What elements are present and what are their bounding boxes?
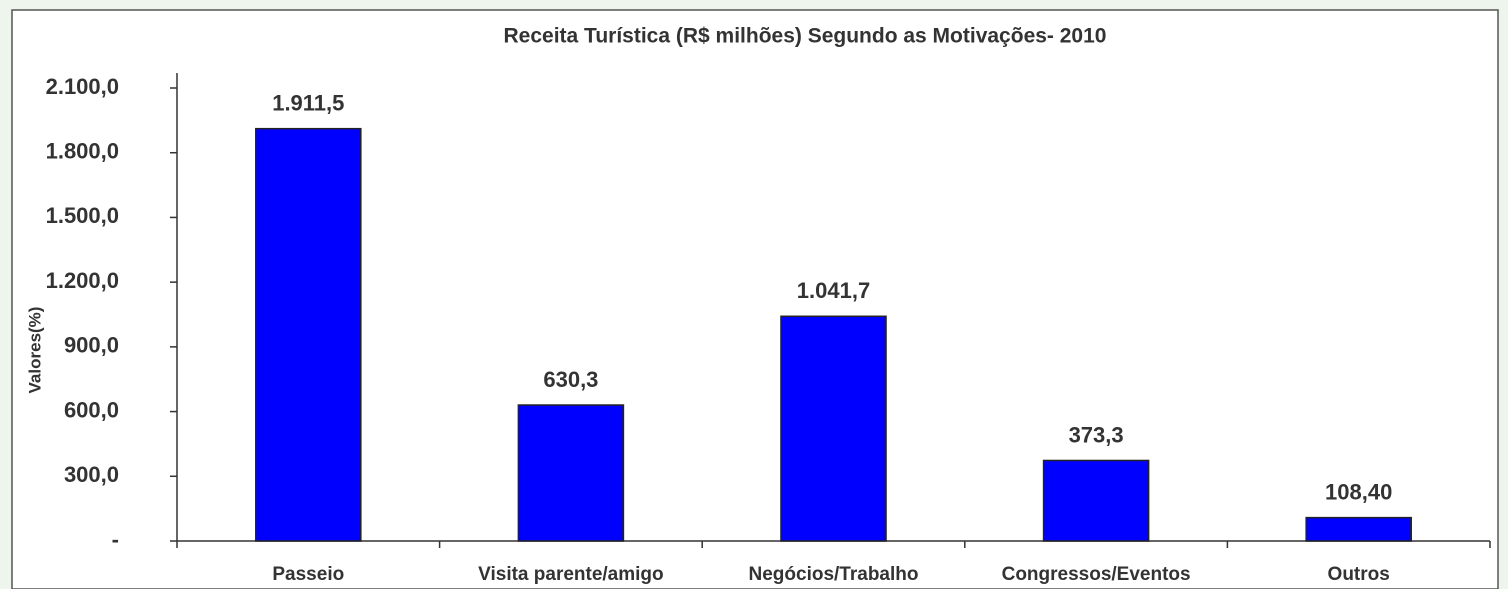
bar [1305,516,1412,542]
x-tick-label: Congressos/Eventos [1002,564,1191,585]
value-label: 1.041,7 [797,278,870,303]
y-tick-label: 1.800,0 [46,139,119,164]
y-tick-label: 2.100,0 [46,74,119,99]
x-tick-label: Visita parente/amigo [478,564,664,585]
y-tick-label: 1.200,0 [46,268,119,293]
value-label: 1.911,5 [272,90,344,115]
x-tick-label: Passeio [272,564,344,585]
y-tick-label: 300,0 [64,462,119,487]
bar [255,127,362,542]
value-label: 373,3 [1069,422,1124,447]
y-tick-label: 900,0 [64,333,119,358]
bar [517,404,625,542]
y-tick-label: - [112,527,119,552]
chart-frame [11,9,1499,589]
x-tick-label: Negócios/Trabalho [749,564,919,585]
y-tick-label: 1.500,0 [46,203,119,228]
chart-title: Receita Turística (R$ milhões) Segundo a… [504,25,1107,48]
y-axis-label: Valores(%) [25,307,44,394]
value-label: 108,40 [1325,479,1392,504]
bar [780,315,887,542]
bar [1042,459,1150,542]
x-tick-label: Outros [1328,564,1390,585]
value-label: 630,3 [543,367,598,392]
y-tick-label: 600,0 [64,397,119,422]
